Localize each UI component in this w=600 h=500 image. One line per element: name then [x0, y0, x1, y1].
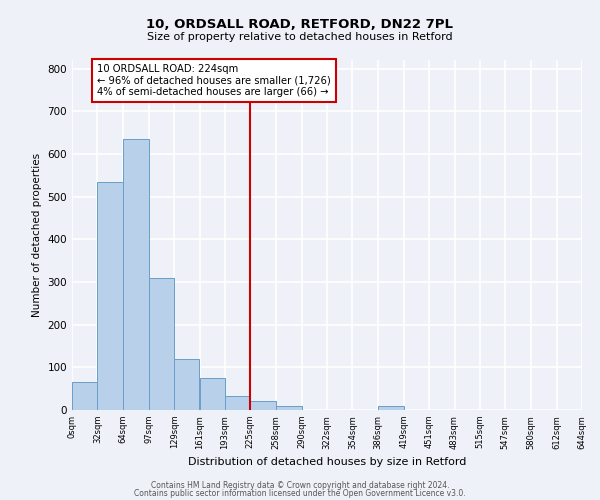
X-axis label: Distribution of detached houses by size in Retford: Distribution of detached houses by size …: [188, 457, 466, 467]
Bar: [225, 396, 250, 410]
Bar: [199, 378, 225, 410]
Text: Contains public sector information licensed under the Open Government Licence v3: Contains public sector information licen…: [134, 489, 466, 498]
Bar: [149, 278, 174, 410]
Text: 10 ORDSALL ROAD: 224sqm
← 96% of detached houses are smaller (1,726)
4% of semi-: 10 ORDSALL ROAD: 224sqm ← 96% of detache…: [97, 64, 331, 98]
Bar: [174, 359, 199, 410]
Text: 10, ORDSALL ROAD, RETFORD, DN22 7PL: 10, ORDSALL ROAD, RETFORD, DN22 7PL: [146, 18, 454, 30]
Bar: [72, 382, 97, 410]
Bar: [277, 406, 302, 410]
Text: Size of property relative to detached houses in Retford: Size of property relative to detached ho…: [147, 32, 453, 42]
Bar: [250, 402, 277, 410]
Text: Contains HM Land Registry data © Crown copyright and database right 2024.: Contains HM Land Registry data © Crown c…: [151, 480, 449, 490]
Y-axis label: Number of detached properties: Number of detached properties: [32, 153, 42, 317]
Bar: [377, 406, 404, 410]
Bar: [122, 139, 149, 410]
Bar: [97, 182, 122, 410]
